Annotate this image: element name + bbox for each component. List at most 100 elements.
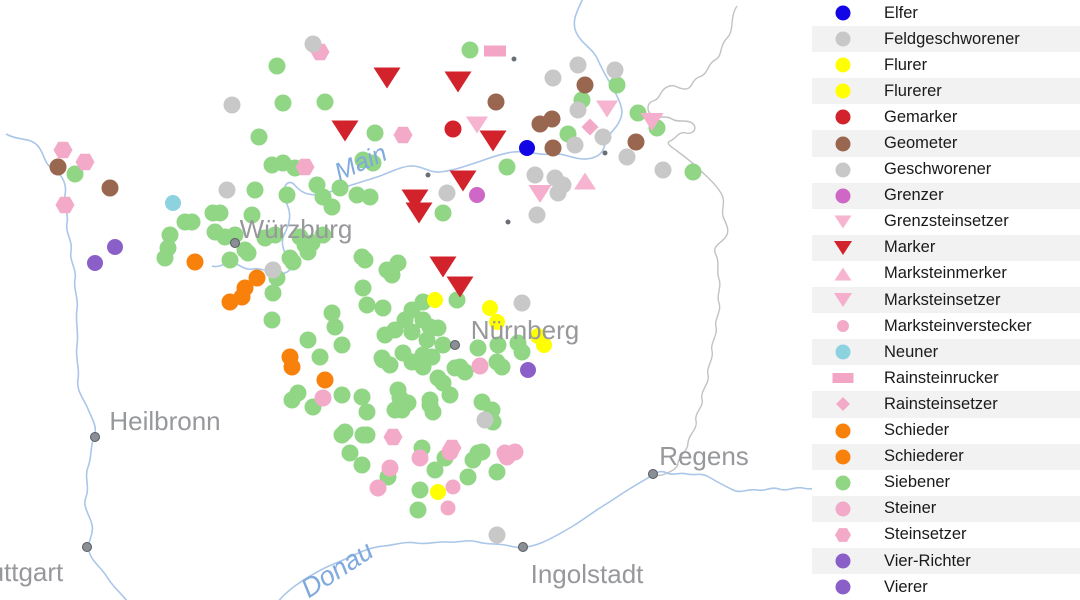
map-marker-marksteinmerker [574, 172, 596, 190]
map-marker-flurer [427, 292, 443, 308]
map-marker-siebener [348, 186, 366, 204]
map-marker-feldgeschworener [304, 35, 322, 53]
map-marker-siebener [461, 41, 479, 59]
legend-item-label: Grenzer [884, 186, 944, 205]
map-marker-siebener [314, 226, 332, 244]
map-marker-siebener [358, 296, 376, 314]
map-marker-flurerer [536, 337, 552, 353]
map-marker-steinsetzer [75, 153, 95, 171]
map-marker-feldgeschworener [566, 136, 584, 154]
map-marker-geschworener [549, 184, 567, 202]
legend-item-label: Steinsetzer [884, 525, 967, 544]
map-marker-siebener [403, 323, 421, 341]
map-marker-geschworener [526, 166, 544, 184]
map-marker-siebener [226, 226, 244, 244]
hexagon-marker-icon [830, 524, 856, 546]
city-label: Ingolstadt [531, 559, 645, 589]
map-marker-feldgeschworener [569, 56, 587, 74]
triangle-down-marker-icon [830, 289, 856, 311]
map-marker-siebener [366, 124, 384, 142]
border-lines [647, 5, 738, 477]
map-marker-siebener [358, 403, 376, 421]
map-marker-feldgeschworener [223, 96, 241, 114]
map-marker-siebener [488, 463, 506, 481]
map-marker-marker [401, 189, 429, 211]
small-place-dot [425, 172, 431, 178]
map-marker-siebener [446, 359, 464, 377]
legend-item: Siebener [812, 470, 1080, 496]
map-marker-vierer [520, 362, 536, 378]
circle-marker-icon [830, 106, 856, 128]
legend-item-label: Feldgeschworener [884, 29, 1020, 48]
city-dot [450, 340, 460, 350]
legend-item-label: Vierer [884, 577, 928, 596]
map-marker-siebener [353, 456, 371, 474]
circle-marker-icon [830, 498, 856, 520]
legend-item-label: Marker [884, 238, 936, 257]
map-marker-siebener [283, 391, 301, 409]
circle-marker-icon [830, 80, 856, 102]
map-marker-siebener [284, 253, 302, 271]
map-marker-siebener [268, 57, 286, 75]
map-marker-siebener [331, 179, 349, 197]
map-marker-steinsetzer [393, 126, 413, 144]
map-marker-schiederer [233, 288, 251, 306]
legend-item-label: Gemarker [884, 107, 958, 126]
map-marker-feldgeschworener [513, 294, 531, 312]
map-marker-gemarker [444, 120, 462, 138]
map-marker-siebener [684, 163, 702, 181]
map-marker-siebener [353, 388, 371, 406]
map-marker-siebener [156, 249, 174, 267]
legend-item-label: Geometer [884, 134, 958, 153]
legend-item-label: Steiner [884, 499, 937, 518]
legend-item: Steinsetzer [812, 522, 1080, 548]
legend-item: Neuner [812, 339, 1080, 366]
map-marker-siebener [418, 331, 436, 349]
legend-item: Steiner [812, 495, 1080, 522]
legend-item-label: Marksteinsetzer [884, 290, 1001, 309]
map-marker-siebener [364, 154, 382, 172]
map-marker-siebener [264, 284, 282, 302]
map-marker-feldgeschworener [476, 411, 494, 429]
map-marker-siebener [296, 236, 314, 254]
circle-marker-icon [830, 133, 856, 155]
map-marker-siebener [176, 213, 194, 231]
river-label: Donau [296, 535, 379, 600]
legend-item: Flurerer [812, 78, 1080, 105]
circle-marker-icon [830, 159, 856, 181]
river-label: Main [330, 139, 391, 187]
city-label: Nürnberg [471, 315, 579, 345]
legend-item-label: Vier-Richter [884, 551, 971, 570]
label-layer: Würzburg Nürnberg Heilbronn Stuttgart Regens… [0, 139, 749, 600]
map-marker-geometer [101, 179, 119, 197]
city-layer [82, 56, 658, 552]
map-marker-marker [479, 130, 507, 152]
legend-item: Marker [812, 234, 1080, 261]
map-marker-flurer [489, 314, 505, 330]
map-marker-steiner [381, 459, 399, 477]
legend-item: Geschworener [812, 157, 1080, 183]
map-marker-siebener [354, 279, 372, 297]
map-marker-feldgeschworener [594, 128, 612, 146]
map-marker-siebener [356, 251, 374, 269]
map-marker-siebener [266, 226, 284, 244]
map-marker-rainsteinrucker [484, 45, 506, 57]
map-marker-marker [429, 256, 457, 278]
map-marker-schiederer [316, 371, 334, 389]
map-marker-steinsetzer [383, 428, 403, 446]
legend-item-label: Neuner [884, 342, 939, 361]
city-label: Würzburg [240, 214, 353, 244]
map-marker-flurer [482, 300, 498, 316]
city-dot [518, 542, 528, 552]
map-marker-feldgeschworener [618, 148, 636, 166]
map-marker-siebener [236, 241, 254, 259]
triangle-up-marker-icon [830, 263, 856, 285]
river-neckar [5, 133, 128, 600]
map-marker-siebener [414, 293, 432, 311]
map-marker-siebener [424, 403, 442, 421]
map-marker-siebener [311, 348, 329, 366]
map-marker-siebener [383, 266, 401, 284]
map-marker-siebener [411, 481, 429, 499]
map-marker-siebener [243, 206, 261, 224]
